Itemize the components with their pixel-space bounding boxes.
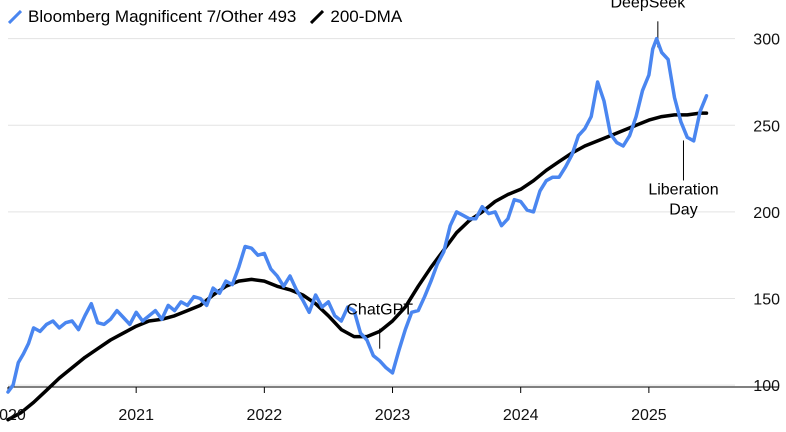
y-tick-label-200: 200	[753, 205, 780, 222]
grid-lines	[8, 38, 735, 386]
annotation-label-2: Liberation	[648, 181, 718, 198]
chart-legend: Bloomberg Magnificent 7/Other 493 200-DM…	[8, 6, 416, 28]
y-tick-label-150: 150	[753, 291, 780, 308]
x-axis	[7, 386, 778, 393]
y-tick-label-250: 250	[753, 118, 780, 135]
annotation-label-1: DeepSeek	[610, 0, 686, 11]
legend-item-index: Bloomberg Magnificent 7/Other 493	[8, 7, 296, 27]
x-tick-label-2025: 2025	[631, 407, 667, 424]
legend-label-dma: 200-DMA	[330, 7, 403, 26]
annotation-label-3: Day	[669, 201, 697, 218]
series-line-1	[6, 111, 709, 422]
legend-label-index: Bloomberg Magnificent 7/Other 493	[28, 7, 297, 26]
legend-swatch-index	[8, 10, 22, 24]
y-axis-labels: 100 150 200 250 300	[753, 32, 780, 395]
legend-item-dma: 200-DMA	[310, 7, 402, 27]
x-tick-label-2024: 2024	[503, 407, 539, 424]
y-tick-label-100: 100	[753, 378, 780, 395]
x-tick-label-2022: 2022	[247, 407, 283, 424]
x-tick-label-2023: 2023	[375, 407, 411, 424]
series-lines	[6, 36, 709, 422]
legend-swatch-dma	[310, 10, 325, 24]
series-line-0	[6, 36, 709, 394]
annotation-label-0: ChatGPT	[346, 302, 413, 319]
x-tick-label-2021: 2021	[118, 407, 154, 424]
annotation-leaders	[379, 21, 684, 349]
y-tick-label-300: 300	[753, 32, 780, 49]
annotations: ChatGPT DeepSeek Liberation Day	[346, 0, 718, 319]
